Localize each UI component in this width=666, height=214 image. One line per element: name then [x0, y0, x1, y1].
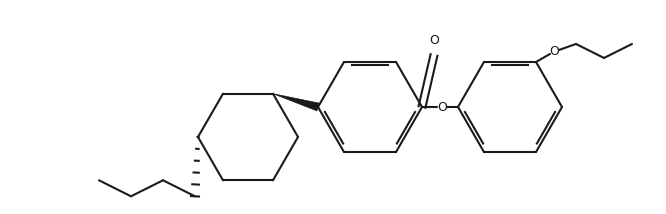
Text: O: O: [549, 45, 559, 58]
Text: O: O: [429, 34, 439, 47]
Text: O: O: [437, 101, 447, 113]
Polygon shape: [273, 94, 319, 111]
